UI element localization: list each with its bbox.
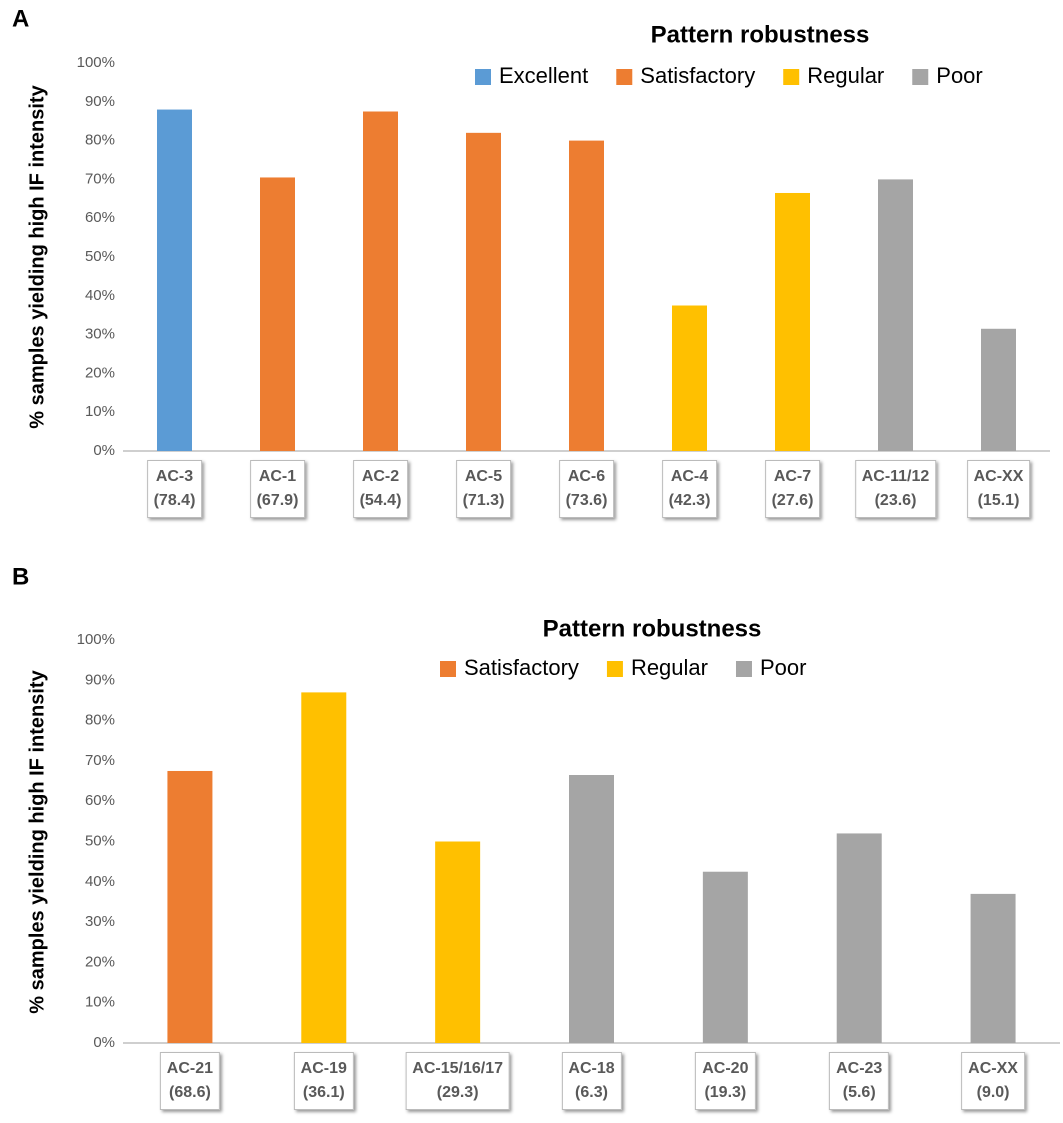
chart-title: Pattern robustness <box>651 21 870 48</box>
y-axis-label: % samples yielding high IF intensity <box>26 84 48 428</box>
y-tick-label: 50% <box>85 248 115 265</box>
legend-label: Satisfactory <box>464 655 579 680</box>
bar <box>569 775 614 1043</box>
bar <box>672 305 707 451</box>
bar <box>569 140 604 451</box>
legend-label: Regular <box>807 63 884 88</box>
y-tick-label: 100% <box>77 631 115 648</box>
y-tick-label: 80% <box>85 132 115 149</box>
legend-swatch <box>735 661 752 677</box>
legend-label: Poor <box>760 655 806 680</box>
legend-label: Excellent <box>499 63 588 88</box>
x-tick-label: AC-19 (36.1) <box>293 1052 354 1110</box>
bar <box>167 770 213 1043</box>
y-tick-label: 90% <box>85 671 115 688</box>
bar <box>981 328 1016 451</box>
y-tick-label: 0% <box>93 442 115 459</box>
legend-swatch <box>616 69 633 85</box>
bar <box>301 692 347 1043</box>
x-tick-label: AC-23 (5.6) <box>829 1052 890 1110</box>
chart-title: Pattern robustness <box>543 615 762 642</box>
x-tick-label: AC-3 (78.4) <box>146 460 203 518</box>
x-tick-label: AC-6 (73.6) <box>558 460 615 518</box>
y-tick-label: 0% <box>93 1034 115 1051</box>
x-tick-label: AC-1 (67.9) <box>249 460 306 518</box>
x-tick-label: AC-4 (42.3) <box>661 460 718 518</box>
legend-swatch <box>912 69 929 85</box>
panel-label: A <box>12 5 29 32</box>
bar <box>878 179 913 451</box>
y-tick-label: 70% <box>85 170 115 187</box>
bar <box>260 177 295 451</box>
bar <box>363 111 398 451</box>
x-tick-label: AC-20 (19.3) <box>695 1052 756 1110</box>
legend-swatch <box>475 69 491 85</box>
y-tick-label: 100% <box>77 54 115 71</box>
bar <box>466 132 501 451</box>
bar <box>836 833 882 1043</box>
legend-swatch <box>440 661 456 677</box>
legend-label: Satisfactory <box>640 63 755 88</box>
legend-swatch <box>783 69 800 85</box>
y-tick-label: 10% <box>85 994 115 1011</box>
x-tick-label: AC-11/12 (23.6) <box>854 460 937 518</box>
bar <box>702 871 748 1043</box>
legend-swatch <box>606 661 623 677</box>
y-axis-label: % samples yielding high IF intensity <box>26 669 48 1013</box>
bar <box>435 841 481 1043</box>
bar <box>775 192 810 452</box>
x-tick-label: AC-XX (15.1) <box>966 460 1031 518</box>
bar <box>157 109 192 451</box>
y-tick-label: 20% <box>85 953 115 970</box>
x-tick-label: AC-5 (71.3) <box>455 460 512 518</box>
y-tick-label: 40% <box>85 287 115 304</box>
x-tick-label: AC-2 (54.4) <box>352 460 409 518</box>
y-tick-label: 70% <box>85 752 115 769</box>
x-tick-label: AC-21 (68.6) <box>159 1052 221 1110</box>
bar <box>970 893 1016 1043</box>
y-tick-label: 90% <box>85 93 115 110</box>
x-tick-label: AC-18 (6.3) <box>561 1052 622 1110</box>
y-tick-label: 60% <box>85 792 115 809</box>
x-tick-label: AC-7 (27.6) <box>764 460 821 518</box>
y-tick-label: 40% <box>85 873 115 890</box>
y-tick-label: 20% <box>85 364 115 381</box>
y-tick-label: 30% <box>85 913 115 930</box>
y-tick-label: 50% <box>85 832 115 849</box>
y-tick-label: 60% <box>85 209 115 226</box>
y-tick-label: 80% <box>85 712 115 729</box>
y-tick-label: 10% <box>85 403 115 420</box>
x-tick-label: AC-15/16/17 (29.3) <box>405 1052 510 1110</box>
panel-label: B <box>12 563 29 590</box>
x-tick-label: AC-XX (9.0) <box>961 1052 1025 1110</box>
y-tick-label: 30% <box>85 326 115 343</box>
legend-label: Poor <box>936 63 982 88</box>
legend-label: Regular <box>631 655 708 680</box>
